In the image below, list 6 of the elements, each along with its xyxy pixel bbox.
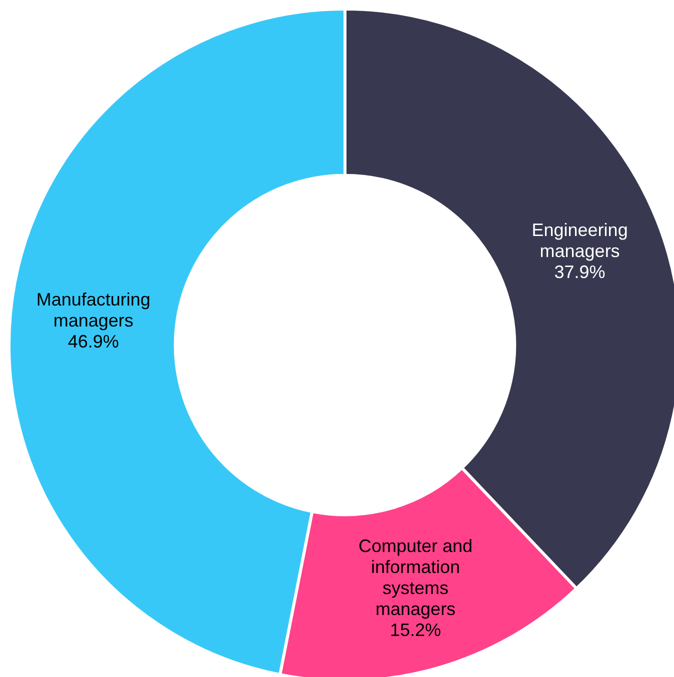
data-label: 46.9% bbox=[68, 331, 119, 352]
data-label: 15.2% bbox=[390, 620, 442, 640]
slice-label: Manufacturing managers bbox=[36, 289, 150, 330]
slice-label: Computer and information systems managers bbox=[358, 536, 473, 619]
slice-label: Engineering managers bbox=[532, 220, 628, 262]
data-label: 37.9% bbox=[554, 262, 606, 282]
